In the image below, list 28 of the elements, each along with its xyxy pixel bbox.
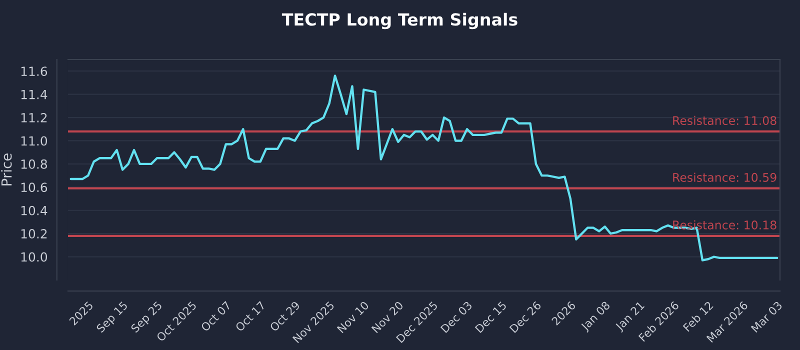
x-tick-label: Jan 21 bbox=[614, 301, 646, 333]
x-tick-label: Jan 08 bbox=[580, 300, 612, 333]
y-axis-title: Price bbox=[1, 154, 12, 186]
y-tick-label: 10.4 bbox=[21, 206, 48, 216]
ref-line-label: Resistance: 10.18 bbox=[673, 220, 776, 230]
x-tick-label: Oct 29 bbox=[269, 300, 300, 332]
ref-line-label: Resistance: 10.59 bbox=[673, 172, 776, 182]
y-tick-label: 11.6 bbox=[21, 66, 48, 76]
ref-line-label: Resistance: 11.08 bbox=[673, 116, 776, 125]
y-tick-label: 11.2 bbox=[21, 113, 47, 122]
x-tick-label: Oct 07 bbox=[200, 300, 232, 332]
line-series bbox=[70, 74, 778, 262]
y-tick-label: 11.0 bbox=[21, 136, 48, 146]
chart-title: TECTP Long Term Signals bbox=[282, 12, 518, 30]
x-tick-label: Dec 26 bbox=[509, 300, 542, 334]
x-tick-label: Oct 17 bbox=[234, 300, 266, 332]
y-tick-label: 10.6 bbox=[21, 182, 48, 192]
x-tick-label: Nov 10 bbox=[336, 300, 370, 334]
x-tick-label: Dec 03 bbox=[440, 300, 473, 334]
y-tick-label: 10.0 bbox=[21, 252, 48, 262]
x-tick-label: Sep 15 bbox=[96, 300, 130, 335]
y-tick-label: 10.2 bbox=[21, 229, 47, 239]
x-tick-label: Dec 15 bbox=[474, 301, 507, 334]
x-tick-label: Nov 20 bbox=[371, 300, 404, 334]
y-tick-label: 11.4 bbox=[21, 90, 48, 100]
x-tick-label: Mar 03 bbox=[750, 300, 783, 333]
x-tick-label: Feb 12 bbox=[682, 300, 714, 332]
y-tick-label: 10.8 bbox=[21, 159, 48, 169]
